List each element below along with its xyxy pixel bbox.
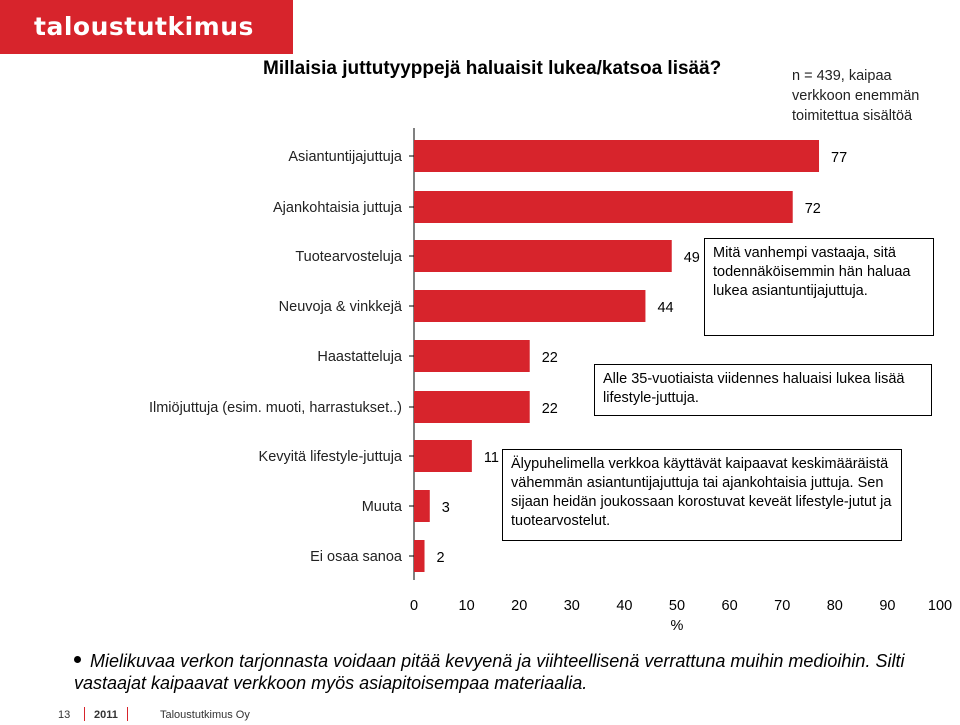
- category-label: Muuta: [362, 499, 403, 515]
- category-label: Ei osaa sanoa: [310, 549, 403, 565]
- footer-company: Taloustutkimus Oy: [160, 709, 250, 721]
- category-label: Ajankohtaisia juttuja: [273, 200, 403, 216]
- bar: [414, 391, 530, 423]
- x-tick-label: 70: [774, 598, 790, 614]
- company-logo: taloustutkimus oy: [0, 0, 293, 95]
- x-tick-label: 30: [564, 598, 580, 614]
- x-tick-label: 100: [928, 598, 952, 614]
- x-tick-label: 40: [616, 598, 632, 614]
- data-label: 22: [542, 401, 558, 417]
- sample-note: n = 439, kaipaa verkkoon enemmän toimite…: [792, 66, 960, 126]
- footer-divider: [84, 707, 85, 721]
- summary-text: Mielikuvaa verkon tarjonnasta voidaan pi…: [74, 651, 905, 693]
- data-label: 3: [442, 500, 450, 516]
- data-label: 44: [657, 300, 673, 316]
- sample-note-line: n = 439, kaipaa: [792, 68, 892, 84]
- x-tick-label: 80: [827, 598, 843, 614]
- x-tick-label: 0: [410, 598, 418, 614]
- data-label: 11: [484, 450, 499, 466]
- sample-note-line: verkkoon enemmän: [792, 88, 920, 104]
- category-label: Tuotearvosteluja: [295, 249, 403, 265]
- x-axis-label: %: [671, 618, 684, 634]
- data-label: 49: [684, 250, 700, 266]
- bullet-icon: [74, 656, 81, 663]
- footer: 13 2011 Taloustutkimus Oy: [0, 703, 960, 725]
- annotation-under-35: Alle 35-vuotiaista viidennes haluaisi lu…: [594, 364, 932, 416]
- bar: [414, 140, 820, 172]
- x-tick-label: 90: [879, 598, 895, 614]
- x-tick-label: 10: [459, 598, 475, 614]
- footer-year: 2011: [94, 709, 118, 721]
- annotation-age: Mitä vanhempi vastaaja, sitä todennäköis…: [704, 238, 934, 336]
- bar: [414, 440, 472, 472]
- footer-divider: [127, 707, 128, 721]
- data-label: 22: [542, 350, 558, 366]
- sample-note-line: toimitettua sisältöä: [792, 108, 913, 124]
- category-label: Ilmiöjuttuja (esim. muoti, harrastukset.…: [149, 400, 402, 416]
- category-label: Neuvoja & vinkkejä: [279, 299, 403, 315]
- category-label: Asiantuntijajuttuja: [288, 149, 403, 165]
- bar: [414, 290, 646, 322]
- category-label: Haastatteluja: [317, 349, 403, 365]
- data-label: 72: [805, 201, 821, 217]
- x-tick-label: 60: [722, 598, 738, 614]
- x-tick-label: 50: [669, 598, 685, 614]
- annotation-smartphone: Älypuhelimella verkkoa käyttävät kaipaav…: [502, 449, 902, 541]
- bar: [414, 490, 430, 522]
- bar: [414, 540, 425, 572]
- bar: [414, 191, 793, 223]
- chart-title: Millaisia juttutyyppejä haluaisit lukea/…: [263, 58, 722, 79]
- x-tick-label: 20: [511, 598, 527, 614]
- data-label: 2: [437, 550, 445, 566]
- bar: [414, 340, 530, 372]
- category-label: Kevyitä lifestyle-juttuja: [259, 449, 403, 465]
- bar: [414, 240, 672, 272]
- data-label: 77: [831, 150, 847, 166]
- page-number: 13: [58, 709, 71, 721]
